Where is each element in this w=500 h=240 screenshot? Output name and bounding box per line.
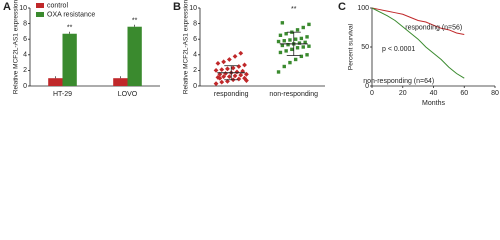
point bbox=[297, 41, 302, 45]
point bbox=[226, 57, 232, 62]
point bbox=[278, 50, 283, 55]
y-tick-label: 6 bbox=[23, 36, 27, 43]
x-tick-label: 20 bbox=[399, 90, 407, 97]
point bbox=[301, 25, 305, 30]
point bbox=[232, 53, 238, 59]
point bbox=[225, 66, 230, 72]
y-axis-label: Relative MCF2L-AS1 expression bbox=[183, 0, 190, 94]
panel-label: C bbox=[338, 1, 346, 13]
significance: ** bbox=[132, 18, 138, 25]
y-tick-label: 8 bbox=[193, 20, 197, 27]
y-tick-label: 2 bbox=[193, 67, 197, 74]
survival-line bbox=[371, 7, 465, 79]
bar bbox=[113, 78, 128, 86]
point bbox=[242, 62, 247, 68]
annotation: p < 0.0001 bbox=[382, 46, 415, 53]
x-tick-label: 60 bbox=[460, 90, 468, 97]
point bbox=[307, 44, 311, 48]
y-tick-label: 8 bbox=[23, 20, 27, 27]
bar bbox=[127, 26, 142, 86]
x-tick-label: LOVO bbox=[118, 91, 138, 98]
y-tick-label: 50 bbox=[361, 44, 369, 51]
point bbox=[232, 73, 238, 79]
point bbox=[305, 53, 309, 57]
point bbox=[244, 78, 249, 83]
x-tick-label: 0 bbox=[370, 90, 374, 97]
point bbox=[238, 50, 244, 56]
point bbox=[234, 69, 240, 75]
x-tick-label: 80 bbox=[491, 90, 499, 97]
legend-label: OXA resistance bbox=[47, 11, 95, 18]
point bbox=[215, 60, 221, 66]
y-tick-label: 10 bbox=[19, 5, 27, 12]
y-tick-label: 0 bbox=[365, 83, 369, 90]
point bbox=[217, 75, 223, 81]
point bbox=[284, 32, 288, 36]
point bbox=[305, 35, 309, 39]
point bbox=[219, 79, 225, 85]
y-tick-label: 100 bbox=[357, 5, 369, 12]
legend-label: control bbox=[47, 2, 68, 9]
point bbox=[226, 74, 232, 80]
survival-line bbox=[371, 7, 465, 36]
significance: ** bbox=[291, 6, 297, 13]
y-tick-label: 4 bbox=[23, 52, 27, 59]
y-tick-label: 0 bbox=[193, 83, 197, 90]
significance: ** bbox=[67, 25, 73, 32]
x-tick-label: non-responding bbox=[269, 91, 318, 98]
point bbox=[290, 47, 294, 52]
point bbox=[276, 39, 281, 44]
y-tick-label: 0 bbox=[23, 83, 27, 90]
point bbox=[280, 43, 285, 48]
point bbox=[213, 67, 219, 73]
point bbox=[276, 70, 281, 74]
point bbox=[307, 22, 311, 27]
point bbox=[288, 38, 292, 42]
x-axis-label: Months bbox=[422, 100, 445, 107]
panel-label: A bbox=[3, 1, 11, 13]
point bbox=[303, 40, 307, 45]
series-label: responding (n=56) bbox=[405, 24, 462, 31]
legend-swatch bbox=[36, 12, 44, 17]
point bbox=[299, 54, 304, 59]
point bbox=[238, 72, 244, 78]
point bbox=[286, 42, 290, 47]
point bbox=[219, 67, 225, 73]
point bbox=[221, 59, 227, 65]
y-tick-label: 6 bbox=[193, 36, 197, 43]
point bbox=[284, 49, 288, 53]
point bbox=[278, 33, 283, 37]
legend-swatch bbox=[36, 3, 44, 8]
x-tick-label: 40 bbox=[430, 90, 438, 97]
x-tick-label: responding bbox=[214, 91, 249, 98]
point bbox=[282, 64, 286, 69]
point bbox=[282, 39, 286, 43]
point bbox=[236, 76, 242, 82]
point bbox=[293, 37, 298, 41]
point bbox=[295, 46, 300, 50]
panel-label: B bbox=[173, 1, 181, 13]
point bbox=[301, 45, 305, 49]
y-tick-label: 2 bbox=[23, 67, 27, 74]
y-axis-label: Relative MCF2L-AS1 expression bbox=[13, 0, 20, 94]
point bbox=[293, 57, 298, 62]
point bbox=[213, 81, 219, 87]
point bbox=[280, 21, 285, 25]
y-axis-label: Percent survival bbox=[348, 23, 355, 70]
series-label: non-responding (n=64) bbox=[363, 78, 434, 85]
bar bbox=[62, 33, 77, 86]
point bbox=[295, 28, 300, 32]
bar bbox=[48, 78, 63, 86]
y-tick-label: 10 bbox=[189, 5, 197, 12]
x-tick-label: HT-29 bbox=[53, 91, 72, 98]
point bbox=[288, 60, 292, 65]
point bbox=[236, 64, 242, 69]
y-tick-label: 4 bbox=[193, 52, 197, 59]
point bbox=[299, 36, 304, 41]
